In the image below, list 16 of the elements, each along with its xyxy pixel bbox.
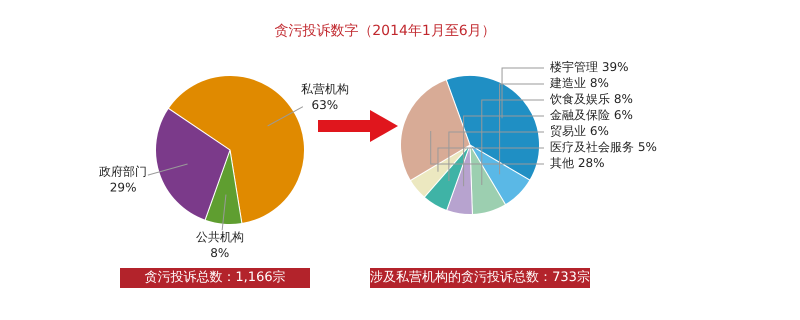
data-label: 8% <box>210 246 230 260</box>
slice-label: 楼宇管理 39% <box>550 60 628 74</box>
text: 涉及私营机构的贪污投诉总数：733宗 <box>370 268 590 288</box>
slice-label: 私营机构 <box>300 82 349 96</box>
text: 贪污投诉总数：1,166宗 <box>120 268 310 288</box>
data-label: 29% <box>110 180 136 194</box>
slice-label: 贸易业 6% <box>550 124 609 138</box>
slice-label: 饮食及娱乐 8% <box>549 92 633 106</box>
slice-label: 金融及保险 6% <box>550 108 633 122</box>
slice-label: 医疗及社会服务 5% <box>550 140 657 154</box>
slice-label: 其他 28% <box>550 156 604 170</box>
data-label: 63% <box>311 98 338 112</box>
slice-label: 政府部门 <box>99 164 148 178</box>
slice-label: 公共机构 <box>196 230 244 244</box>
text: 贪污投诉数字（2014年1月至6月） <box>273 22 497 40</box>
slice-label: 建造业 8% <box>549 76 609 90</box>
